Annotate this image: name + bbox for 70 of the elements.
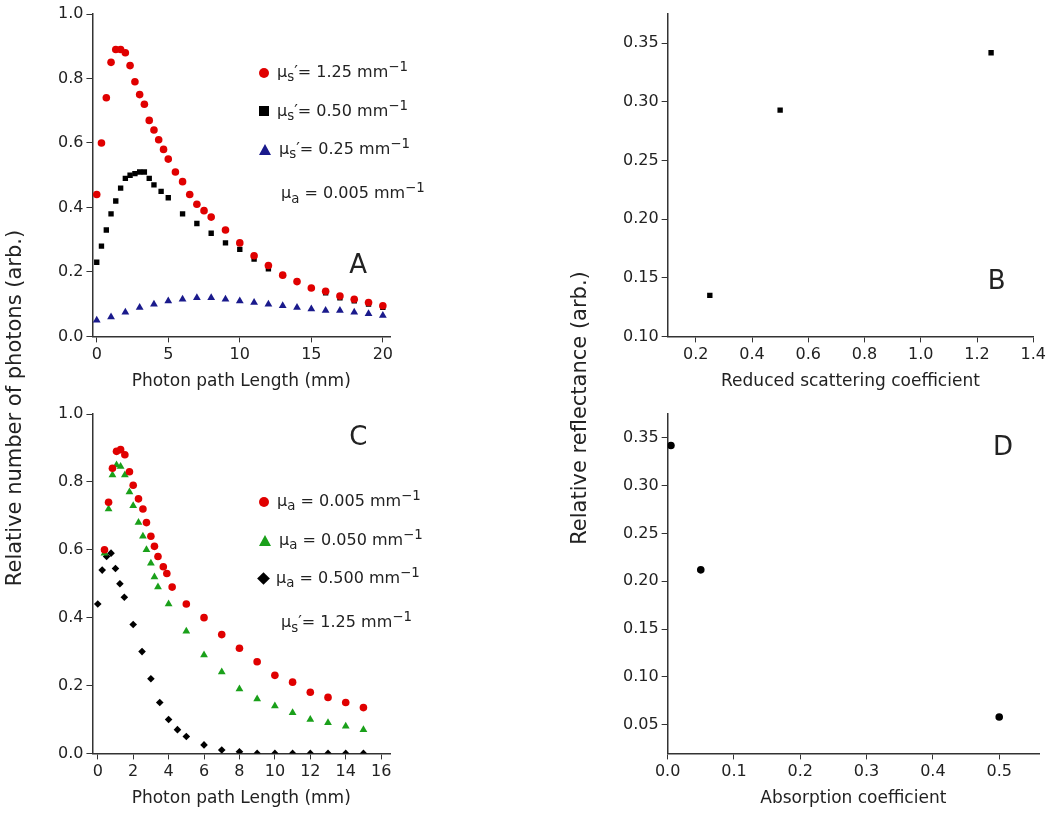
x-tick-label: 0.3 [853, 761, 880, 781]
y-tick-label: 0.2 [57, 674, 84, 694]
x-axis-title: Photon path Length (mm) [131, 787, 351, 808]
x-tick-label: 20 [372, 344, 394, 364]
x-tick-label: 15 [301, 344, 322, 364]
x-tick-label: 0.2 [787, 761, 813, 781]
y-tick-label: 0.15 [623, 618, 659, 638]
x-tick-label: 10 [229, 344, 250, 364]
y-tick-label: 1.0 [57, 403, 84, 423]
y-tick-label: 0.25 [623, 522, 659, 542]
x-tick-label: 16 [370, 761, 392, 781]
y-tick-label: 0.8 [57, 471, 84, 491]
legend-label: μ$_{a}$ = 0.050 mm$^{−1}$ [279, 526, 423, 552]
y-tick-label: 0.4 [57, 196, 84, 216]
x-tick-label: 0 [92, 761, 103, 781]
x-tick-label: 8 [234, 761, 245, 781]
x-tick-label: 1.4 [1020, 344, 1046, 364]
annotation: μ$_{s}$′= 1.25 mm$^{−1}$ [280, 608, 413, 637]
y-axis-title: Relative number of photons (arb.) [2, 229, 26, 587]
y-tick-label: 0.8 [57, 67, 84, 87]
x-tick-label: 0.8 [851, 344, 878, 364]
annotation: A [349, 249, 367, 280]
legend-label: μ$_{s}$′= 0.50 mm$^{−1}$ [277, 97, 408, 123]
x-tick-label: 5 [163, 344, 174, 364]
x-tick-label: 6 [198, 761, 210, 781]
y-tick-label: 0.10 [623, 325, 659, 345]
legend-label: μ$_{a}$ = 0.005 mm$^{−1}$ [277, 487, 421, 514]
x-tick-label: 0 [91, 344, 102, 364]
y-tick-label: 0.25 [623, 149, 659, 169]
x-tick-label: 4 [163, 761, 174, 781]
y-tick-label: 0.20 [623, 570, 659, 590]
y-tick-label: 0.15 [623, 266, 659, 286]
y-tick-label: 0.20 [623, 208, 659, 228]
legend-label: μ$_{a}$ = 0.500 mm$^{−1}$ [276, 564, 420, 591]
x-tick-label: 14 [335, 761, 356, 781]
x-tick-label: 1.0 [908, 344, 934, 364]
x-tick-label: 0.4 [920, 761, 946, 781]
x-tick-label: 12 [300, 761, 321, 781]
y-tick-label: 0.0 [57, 325, 84, 345]
y-tick-label: 0.2 [57, 261, 84, 281]
y-tick-label: 0.6 [57, 132, 84, 152]
x-tick-label: 0.0 [654, 761, 681, 781]
annotation: B [987, 265, 1006, 296]
y-tick-label: 0.4 [57, 606, 84, 626]
y-tick-label: 1.0 [57, 3, 84, 23]
y-tick-label: 0.05 [623, 713, 659, 733]
x-tick-label: 1.2 [964, 344, 990, 364]
y-tick-label: 0.10 [623, 666, 659, 686]
y-axis-title: Relative reflectance (arb.) [567, 271, 591, 545]
x-axis-title: Absorption coefficient [760, 787, 947, 808]
annotation: μ$_{a}$ = 0.005 mm$^{−1}$ [280, 179, 425, 208]
legend-label: μ$_{s}$′= 0.25 mm$^{−1}$ [279, 135, 410, 162]
y-tick-label: 0.6 [57, 538, 84, 558]
legend-label: μ$_{s}$′= 1.25 mm$^{−1}$ [277, 58, 408, 85]
annotation: D [993, 430, 1014, 461]
x-tick-label: 2 [128, 761, 139, 781]
y-tick-label: 0.0 [57, 742, 84, 762]
y-tick-label: 0.35 [623, 427, 659, 447]
y-tick-label: 0.30 [623, 91, 659, 111]
y-tick-label: 0.35 [623, 32, 659, 52]
x-axis-title: Reduced scattering coefficient [721, 370, 981, 391]
x-tick-label: 0.6 [795, 344, 821, 364]
x-tick-label: 0.4 [739, 344, 765, 364]
x-tick-label: 0.5 [986, 761, 1012, 781]
x-axis-title: Photon path Length (mm) [131, 370, 351, 391]
annotation: C [349, 420, 368, 451]
x-tick-label: 10 [264, 761, 286, 781]
x-tick-label: 0.1 [721, 761, 747, 781]
x-tick-label: 0.2 [683, 344, 709, 364]
y-tick-label: 0.30 [623, 474, 659, 494]
